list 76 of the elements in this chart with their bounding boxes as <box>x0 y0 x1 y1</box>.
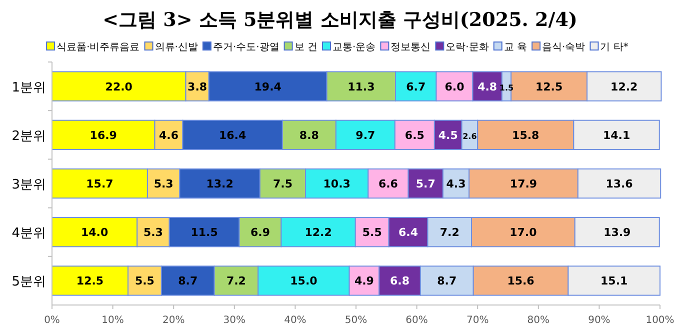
legend-label: 음식·숙박 <box>542 42 586 53</box>
data-label: 8.7 <box>178 274 198 288</box>
x-tick-label: 40% <box>284 315 306 326</box>
data-label: 5.3 <box>143 226 163 240</box>
data-label: 13.6 <box>606 178 634 190</box>
data-label: 7.2 <box>226 274 246 288</box>
data-label: 10.3 <box>323 178 350 190</box>
legend-label: 교 육 <box>504 42 528 53</box>
x-tick-label: 80% <box>527 315 550 326</box>
x-tick-label: 0% <box>44 315 60 326</box>
data-label: 15.1 <box>600 274 628 288</box>
data-label: 6.6 <box>378 178 398 190</box>
data-label: 8.7 <box>437 274 457 288</box>
data-label: 16.4 <box>219 128 246 142</box>
legend-label: 오락·문화 <box>446 42 489 53</box>
y-tick-label: 5분위 <box>12 274 46 290</box>
legend-label: 의류·신발 <box>154 42 198 53</box>
data-label: 17.0 <box>510 226 538 240</box>
x-tick-label: 70% <box>466 315 489 326</box>
data-label: 17.9 <box>510 178 538 190</box>
data-label: 6.5 <box>404 128 424 142</box>
data-label: 5.5 <box>134 274 154 288</box>
data-label: 13.2 <box>206 178 234 190</box>
data-label: 11.5 <box>190 226 218 240</box>
data-label: 16.9 <box>90 128 117 142</box>
y-tick-label: 2분위 <box>12 128 46 144</box>
y-tick-label: 4분위 <box>12 226 46 242</box>
data-label: 12.5 <box>76 274 104 288</box>
data-label: 12.5 <box>535 80 563 94</box>
data-label: 6.0 <box>444 80 465 94</box>
data-label: 11.3 <box>348 80 375 94</box>
data-label: 4.6 <box>158 128 179 142</box>
x-tick-label: 10% <box>102 315 124 326</box>
data-label: 2.6 <box>462 132 478 141</box>
data-label: 19.4 <box>254 80 282 94</box>
data-label: 6.4 <box>398 226 418 240</box>
data-label: 15.0 <box>290 274 318 288</box>
data-label: 6.9 <box>250 226 270 240</box>
y-tick-label: 1분위 <box>12 80 46 96</box>
data-label: 4.3 <box>446 178 466 190</box>
data-label: 14.1 <box>602 128 630 142</box>
legend-label: 교통·운송 <box>332 42 376 53</box>
y-tick-label: 3분위 <box>12 178 46 192</box>
data-label: 5.3 <box>154 178 174 190</box>
data-label: 4.9 <box>354 274 374 288</box>
data-label: 12.2 <box>610 80 638 94</box>
data-label: 4.5 <box>438 128 458 142</box>
x-tick-label: 60% <box>406 315 428 326</box>
legend-label: 주거·수도·광열 <box>212 42 280 53</box>
data-label: 6.8 <box>390 274 410 288</box>
legend-label: 식료품·비주류음료 <box>56 42 140 53</box>
x-tick-label: 100% <box>646 315 674 326</box>
legend-label: 정보통신 <box>390 42 431 53</box>
data-label: 6.7 <box>406 80 426 94</box>
data-label: 7.2 <box>440 226 460 240</box>
data-label: 15.7 <box>86 178 114 190</box>
data-label: 7.5 <box>272 178 292 190</box>
x-tick-label: 90% <box>588 315 610 326</box>
data-label: 5.7 <box>416 178 436 190</box>
data-label: 15.8 <box>512 128 540 142</box>
data-label: 8.8 <box>299 128 319 142</box>
data-label: 14.0 <box>80 226 108 240</box>
legend-label: 기 타* <box>600 42 628 53</box>
data-label: 9.7 <box>356 128 376 142</box>
data-label: 3.8 <box>188 80 208 94</box>
data-label: 13.9 <box>604 226 631 240</box>
chart-title: <그림 3> 소득 5분위별 소비지출 구성비(2025. 2/4) <box>102 9 578 31</box>
legend-label: 보 건 <box>294 42 318 53</box>
data-label: 22.0 <box>105 80 133 94</box>
data-label: 4.8 <box>478 80 498 94</box>
x-tick-label: 30% <box>223 315 246 326</box>
data-label: 12.2 <box>304 226 332 240</box>
data-label: 15.6 <box>507 274 535 288</box>
x-tick-label: 50% <box>344 315 368 326</box>
x-tick-label: 20% <box>162 315 185 326</box>
data-label: 5.5 <box>362 226 382 240</box>
